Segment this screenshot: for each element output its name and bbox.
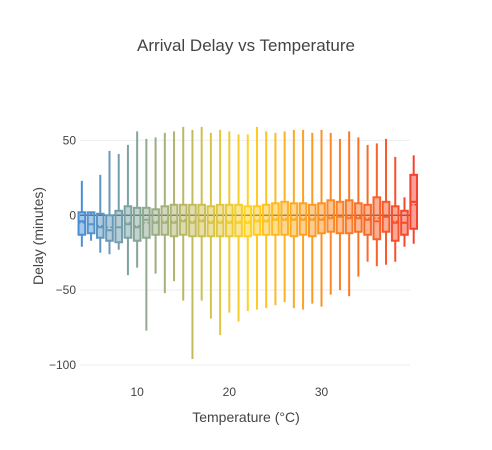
iqr-box bbox=[132, 206, 142, 242]
box-19[interactable] bbox=[215, 129, 225, 336]
x-tick-label: 30 bbox=[315, 385, 329, 399]
box-35[interactable] bbox=[363, 144, 372, 262]
box-7[interactable] bbox=[105, 150, 114, 255]
y-tick-label: −50 bbox=[56, 283, 77, 297]
y-axis-ticks: −100 −50 0 50 bbox=[49, 133, 76, 372]
x-axis-ticks: 10 20 30 bbox=[130, 385, 328, 399]
box-29[interactable] bbox=[307, 132, 317, 304]
box-23[interactable] bbox=[252, 126, 262, 310]
box-12[interactable] bbox=[151, 137, 160, 274]
x-tick-label: 10 bbox=[130, 385, 144, 399]
box-13[interactable] bbox=[160, 132, 170, 294]
box-37[interactable] bbox=[381, 138, 391, 265]
box-27[interactable] bbox=[289, 129, 299, 309]
iqr-box bbox=[86, 211, 96, 235]
box-28[interactable] bbox=[298, 129, 308, 310]
box-40[interactable] bbox=[409, 155, 419, 244]
box-4[interactable] bbox=[77, 180, 87, 247]
box-34[interactable] bbox=[354, 137, 363, 277]
box-15[interactable] bbox=[178, 126, 188, 301]
box-8[interactable] bbox=[114, 153, 124, 250]
y-tick-label: −100 bbox=[49, 358, 76, 372]
y-tick-label: 0 bbox=[69, 208, 76, 222]
box-32[interactable] bbox=[335, 138, 345, 291]
box-18[interactable] bbox=[206, 132, 216, 319]
box-17[interactable] bbox=[197, 126, 206, 301]
y-tick-label: 50 bbox=[63, 133, 77, 147]
box-21[interactable] bbox=[234, 134, 243, 322]
box-9[interactable] bbox=[123, 144, 133, 276]
box-22[interactable] bbox=[243, 134, 253, 312]
box-14[interactable] bbox=[169, 131, 179, 282]
chart-title: Arrival Delay vs Temperature bbox=[137, 36, 355, 55]
box-20[interactable] bbox=[225, 131, 234, 313]
box-11[interactable] bbox=[142, 138, 151, 331]
box-series[interactable] bbox=[77, 126, 419, 360]
box-24[interactable] bbox=[261, 131, 271, 309]
box-5[interactable] bbox=[86, 211, 96, 241]
box-26[interactable] bbox=[280, 131, 289, 303]
box-25[interactable] bbox=[271, 132, 280, 306]
box-16[interactable] bbox=[188, 129, 197, 360]
box-31[interactable] bbox=[326, 132, 336, 295]
x-tick-label: 20 bbox=[223, 385, 237, 399]
box-33[interactable] bbox=[344, 131, 354, 297]
y-axis-title: Delay (minutes) bbox=[30, 187, 46, 285]
box-6[interactable] bbox=[95, 174, 105, 253]
box-39[interactable] bbox=[400, 197, 409, 247]
box-38[interactable] bbox=[390, 156, 400, 262]
box-36[interactable] bbox=[372, 143, 382, 267]
box-30[interactable] bbox=[317, 129, 326, 307]
grid-lines bbox=[80, 139, 410, 366]
box-10[interactable] bbox=[132, 131, 142, 268]
x-axis-title: Temperature (°C) bbox=[192, 409, 300, 425]
